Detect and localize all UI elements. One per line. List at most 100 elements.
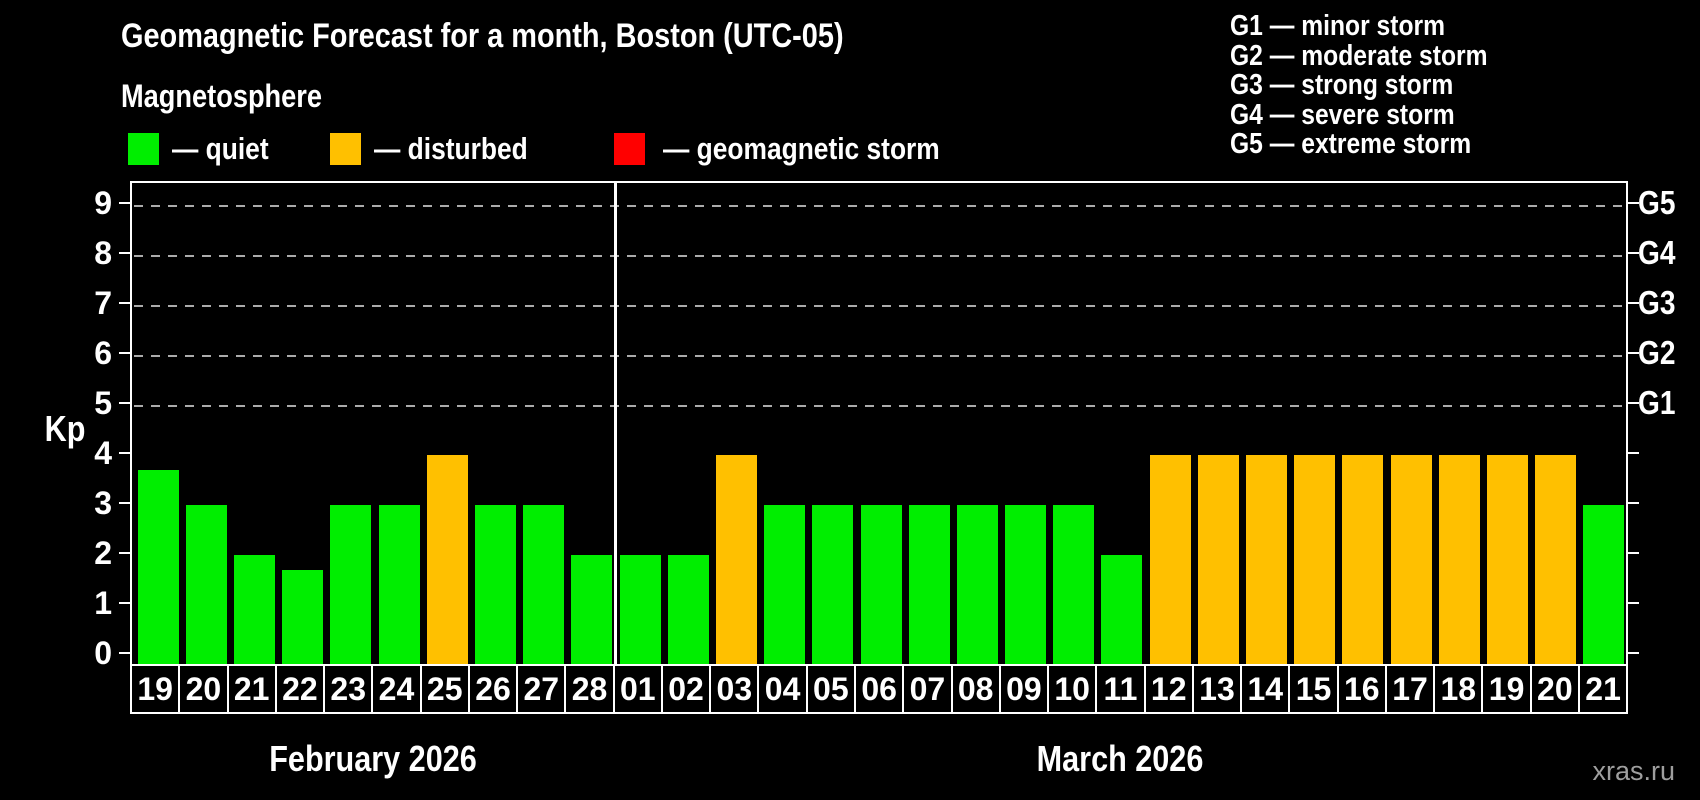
kp-tick-label-1: 1 bbox=[94, 585, 112, 621]
bar-day-11 bbox=[1101, 555, 1143, 666]
kp-tick-label-0: 0 bbox=[94, 635, 112, 671]
day-cell-26: 26 bbox=[467, 666, 516, 712]
bar-day-16 bbox=[1342, 455, 1384, 666]
g-legend-line-2: G2 — moderate storm bbox=[1230, 39, 1533, 72]
day-cell-02: 02 bbox=[660, 666, 709, 712]
day-cell-03: 03 bbox=[709, 666, 757, 712]
right-tick-9 bbox=[1626, 202, 1639, 204]
bar-day-15 bbox=[1294, 455, 1336, 666]
g-legend-line-text-1: G1 — minor storm bbox=[1230, 10, 1446, 42]
day-cell-24: 24 bbox=[371, 666, 419, 712]
bar-day-23 bbox=[330, 505, 372, 666]
g-legend-line-text-2: G2 — moderate storm bbox=[1230, 39, 1488, 72]
bar-day-08 bbox=[956, 505, 998, 666]
day-cell-09: 09 bbox=[998, 666, 1047, 712]
right-tick-0 bbox=[1626, 652, 1639, 654]
g-legend-line-3: G3 — strong storm bbox=[1230, 71, 1533, 101]
disturbed-legend-label-text: — disturbed bbox=[374, 131, 528, 166]
bar-day-17 bbox=[1390, 455, 1432, 666]
left-tick-9 bbox=[119, 202, 132, 204]
day-cell-10: 10 bbox=[1047, 666, 1095, 712]
left-tick-6 bbox=[119, 352, 132, 354]
left-tick-3 bbox=[119, 502, 132, 504]
left-tick-5 bbox=[119, 402, 132, 404]
kp-tick-label-2: 2 bbox=[94, 535, 112, 571]
bar-day-19 bbox=[1487, 455, 1529, 666]
day-axis-row: 19 20 21 22 23 24 25 26 27 28 01 02 03 04 05 06 07 08 09 10… bbox=[130, 664, 1628, 714]
day-cell-16: 16 bbox=[1336, 666, 1385, 712]
right-tick-8 bbox=[1626, 252, 1639, 254]
bar-day-09 bbox=[1005, 505, 1047, 666]
day-cell-05: 05 bbox=[805, 666, 854, 712]
bar-day-26 bbox=[474, 505, 516, 666]
day-cell-13: 13 bbox=[1191, 666, 1240, 712]
right-tick-7 bbox=[1626, 302, 1639, 304]
day-cell-23: 23 bbox=[323, 666, 371, 712]
magnetosphere-label: Magnetosphere bbox=[121, 78, 357, 115]
watermark: xras.ru bbox=[1592, 756, 1675, 786]
day-cell-17: 17 bbox=[1384, 666, 1433, 712]
day-cell-18: 18 bbox=[1433, 666, 1481, 712]
g-legend-line-5: G5 — extreme storm bbox=[1230, 130, 1533, 160]
kp-tick-label-6: 6 bbox=[94, 335, 112, 371]
day-cell-06: 06 bbox=[853, 666, 902, 712]
g-axis-label-g3: G3 bbox=[1638, 284, 1682, 322]
g-legend-line-1: G1 — minor storm bbox=[1230, 10, 1533, 42]
gridline-kp6 bbox=[134, 355, 1622, 357]
kp-tick-label-5: 5 bbox=[94, 385, 112, 421]
bar-day-24 bbox=[378, 505, 420, 666]
g-axis-label-text-g2: G2 bbox=[1638, 334, 1676, 371]
month-label-march: March 2026 bbox=[1036, 738, 1204, 779]
day-cell-21: 21 bbox=[226, 666, 275, 712]
right-tick-5 bbox=[1626, 402, 1639, 404]
kp-axis-label-text: Kp bbox=[44, 408, 86, 449]
bar-day-20 bbox=[185, 505, 227, 666]
g-scale-legend: G1 — minor storm G2 — moderate storm G3 — … bbox=[1230, 10, 1533, 160]
day-cell-27: 27 bbox=[516, 666, 564, 712]
quiet-legend-label-text: — quiet bbox=[172, 131, 269, 166]
kp-tick-label-4: 4 bbox=[94, 435, 112, 471]
right-tick-3 bbox=[1626, 502, 1639, 504]
left-tick-4 bbox=[119, 452, 132, 454]
left-tick-8 bbox=[119, 252, 132, 254]
left-tick-2 bbox=[119, 552, 132, 554]
kp-axis-label: Kp bbox=[40, 408, 90, 450]
g-axis-label-text-g4: G4 bbox=[1638, 234, 1676, 271]
bar-day-22 bbox=[282, 570, 324, 666]
gridline-kp7 bbox=[134, 305, 1622, 307]
g-axis-label-g4: G4 bbox=[1638, 234, 1682, 272]
bar-day-06 bbox=[860, 505, 902, 666]
day-cell-04: 04 bbox=[757, 666, 805, 712]
month-divider bbox=[614, 183, 618, 664]
g-legend-line-text-3: G3 — strong storm bbox=[1230, 69, 1454, 102]
disturbed-legend-swatch bbox=[330, 133, 361, 165]
day-cell-08: 08 bbox=[950, 666, 999, 712]
bar-day-18 bbox=[1438, 455, 1480, 666]
storm-legend-swatch bbox=[614, 133, 645, 165]
day-cell-01: 01 bbox=[612, 666, 661, 712]
kp-tick-label-8: 8 bbox=[94, 235, 112, 271]
bar-day-19 bbox=[137, 470, 179, 666]
storm-legend-label: — geomagnetic storm bbox=[663, 133, 989, 165]
g-axis-label-g2: G2 bbox=[1638, 334, 1682, 372]
day-cell-20: 20 bbox=[1529, 666, 1578, 712]
day-cell-11: 11 bbox=[1095, 666, 1143, 712]
g-axis-label-text-g1: G1 bbox=[1638, 384, 1676, 421]
g-legend-line-4: G4 — severe storm bbox=[1230, 100, 1533, 131]
bar-day-25 bbox=[426, 455, 468, 666]
g-axis-label-g5: G5 bbox=[1638, 184, 1682, 222]
right-tick-2 bbox=[1626, 552, 1639, 554]
day-cell-28: 28 bbox=[564, 666, 612, 712]
bar-day-14 bbox=[1246, 455, 1288, 666]
g-legend-line-text-5: G5 — extreme storm bbox=[1230, 128, 1472, 161]
kp-tick-label-3: 3 bbox=[94, 485, 112, 521]
kp-tick-label-9: 9 bbox=[94, 185, 112, 221]
day-cell-21: 21 bbox=[1577, 666, 1626, 712]
g-axis-label-text-g3: G3 bbox=[1638, 284, 1676, 321]
day-cell-19: 19 bbox=[137, 670, 173, 707]
day-cell-12: 12 bbox=[1143, 666, 1192, 712]
bar-day-21 bbox=[233, 555, 275, 666]
bar-day-02 bbox=[667, 555, 709, 666]
bar-day-07 bbox=[908, 505, 950, 666]
